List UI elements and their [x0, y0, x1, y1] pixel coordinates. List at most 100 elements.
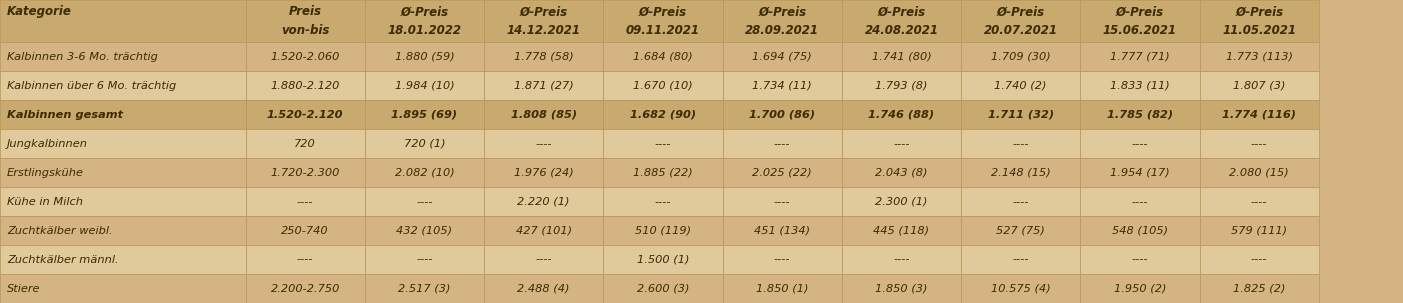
FancyBboxPatch shape: [1080, 72, 1200, 100]
FancyBboxPatch shape: [842, 0, 961, 42]
Text: 10.575 (4): 10.575 (4): [991, 284, 1051, 294]
Text: ----: ----: [1013, 255, 1028, 265]
Text: 1.734 (11): 1.734 (11): [752, 81, 812, 91]
Text: Stiere: Stiere: [7, 284, 41, 294]
Text: 1.807 (3): 1.807 (3): [1233, 81, 1285, 91]
Text: 11.05.2021: 11.05.2021: [1222, 24, 1296, 37]
Text: 1.720-2.300: 1.720-2.300: [271, 168, 340, 178]
Text: ----: ----: [297, 255, 313, 265]
FancyBboxPatch shape: [842, 245, 961, 274]
Text: 2.200-2.750: 2.200-2.750: [271, 284, 340, 294]
FancyBboxPatch shape: [961, 158, 1080, 187]
Text: 1.777 (71): 1.777 (71): [1110, 52, 1170, 62]
FancyBboxPatch shape: [603, 100, 723, 129]
FancyBboxPatch shape: [365, 216, 484, 245]
FancyBboxPatch shape: [246, 158, 365, 187]
FancyBboxPatch shape: [723, 42, 842, 72]
FancyBboxPatch shape: [603, 42, 723, 72]
Text: Kühe in Milch: Kühe in Milch: [7, 197, 83, 207]
Text: 2.082 (10): 2.082 (10): [394, 168, 455, 178]
FancyBboxPatch shape: [246, 274, 365, 303]
Text: 1.711 (32): 1.711 (32): [988, 110, 1054, 120]
FancyBboxPatch shape: [246, 100, 365, 129]
Text: 18.01.2022: 18.01.2022: [387, 24, 462, 37]
Text: Ø-Preis: Ø-Preis: [519, 5, 568, 18]
Text: 527 (75): 527 (75): [996, 226, 1045, 236]
FancyBboxPatch shape: [484, 42, 603, 72]
Text: ----: ----: [536, 255, 551, 265]
FancyBboxPatch shape: [1200, 129, 1319, 158]
FancyBboxPatch shape: [961, 0, 1080, 42]
FancyBboxPatch shape: [723, 0, 842, 42]
Text: 2.600 (3): 2.600 (3): [637, 284, 689, 294]
Text: Ø-Preis: Ø-Preis: [877, 5, 926, 18]
Text: 1.871 (27): 1.871 (27): [513, 81, 574, 91]
FancyBboxPatch shape: [365, 274, 484, 303]
Text: Zuchtkälber männl.: Zuchtkälber männl.: [7, 255, 119, 265]
Text: Preis: Preis: [289, 5, 321, 18]
FancyBboxPatch shape: [484, 274, 603, 303]
FancyBboxPatch shape: [246, 129, 365, 158]
Text: 1.740 (2): 1.740 (2): [995, 81, 1047, 91]
Text: 2.300 (1): 2.300 (1): [875, 197, 927, 207]
FancyBboxPatch shape: [0, 129, 246, 158]
Text: ----: ----: [774, 197, 790, 207]
Text: ----: ----: [536, 139, 551, 149]
Text: 2.220 (1): 2.220 (1): [518, 197, 570, 207]
FancyBboxPatch shape: [603, 216, 723, 245]
FancyBboxPatch shape: [484, 158, 603, 187]
Text: 2.488 (4): 2.488 (4): [518, 284, 570, 294]
FancyBboxPatch shape: [365, 187, 484, 216]
Text: 2.517 (3): 2.517 (3): [398, 284, 450, 294]
Text: ----: ----: [417, 255, 432, 265]
Text: 1.895 (69): 1.895 (69): [391, 110, 457, 120]
FancyBboxPatch shape: [365, 0, 484, 42]
Text: Kalbinnen 3-6 Mo. trächtig: Kalbinnen 3-6 Mo. trächtig: [7, 52, 159, 62]
FancyBboxPatch shape: [484, 72, 603, 100]
FancyBboxPatch shape: [0, 42, 246, 72]
Text: von-bis: von-bis: [281, 24, 330, 37]
FancyBboxPatch shape: [961, 100, 1080, 129]
Text: 14.12.2021: 14.12.2021: [506, 24, 581, 37]
Text: 1.694 (75): 1.694 (75): [752, 52, 812, 62]
Text: 1.825 (2): 1.825 (2): [1233, 284, 1285, 294]
Text: 1.976 (24): 1.976 (24): [513, 168, 574, 178]
Text: Jungkalbinnen: Jungkalbinnen: [7, 139, 88, 149]
FancyBboxPatch shape: [365, 245, 484, 274]
Text: ----: ----: [297, 197, 313, 207]
Text: Kalbinnen gesamt: Kalbinnen gesamt: [7, 110, 123, 120]
FancyBboxPatch shape: [603, 72, 723, 100]
FancyBboxPatch shape: [961, 216, 1080, 245]
FancyBboxPatch shape: [0, 245, 246, 274]
Text: 2.043 (8): 2.043 (8): [875, 168, 927, 178]
FancyBboxPatch shape: [842, 187, 961, 216]
FancyBboxPatch shape: [1080, 158, 1200, 187]
Text: 1.773 (113): 1.773 (113): [1226, 52, 1292, 62]
FancyBboxPatch shape: [246, 187, 365, 216]
Text: 15.06.2021: 15.06.2021: [1103, 24, 1177, 37]
FancyBboxPatch shape: [365, 72, 484, 100]
Text: 1.500 (1): 1.500 (1): [637, 255, 689, 265]
Text: 20.07.2021: 20.07.2021: [984, 24, 1058, 37]
Text: ----: ----: [1132, 139, 1148, 149]
FancyBboxPatch shape: [961, 129, 1080, 158]
Text: 579 (111): 579 (111): [1230, 226, 1288, 236]
Text: Kategorie: Kategorie: [7, 5, 72, 18]
FancyBboxPatch shape: [961, 72, 1080, 100]
Text: 432 (105): 432 (105): [396, 226, 453, 236]
Text: ----: ----: [1132, 197, 1148, 207]
FancyBboxPatch shape: [723, 158, 842, 187]
Text: 1.741 (80): 1.741 (80): [871, 52, 932, 62]
Text: 28.09.2021: 28.09.2021: [745, 24, 819, 37]
Text: Ø-Preis: Ø-Preis: [638, 5, 687, 18]
FancyBboxPatch shape: [603, 129, 723, 158]
Text: 1.682 (90): 1.682 (90): [630, 110, 696, 120]
FancyBboxPatch shape: [723, 216, 842, 245]
FancyBboxPatch shape: [842, 72, 961, 100]
FancyBboxPatch shape: [0, 100, 246, 129]
FancyBboxPatch shape: [365, 158, 484, 187]
Text: 1.833 (11): 1.833 (11): [1110, 81, 1170, 91]
FancyBboxPatch shape: [0, 187, 246, 216]
FancyBboxPatch shape: [842, 158, 961, 187]
Text: 2.148 (15): 2.148 (15): [991, 168, 1051, 178]
